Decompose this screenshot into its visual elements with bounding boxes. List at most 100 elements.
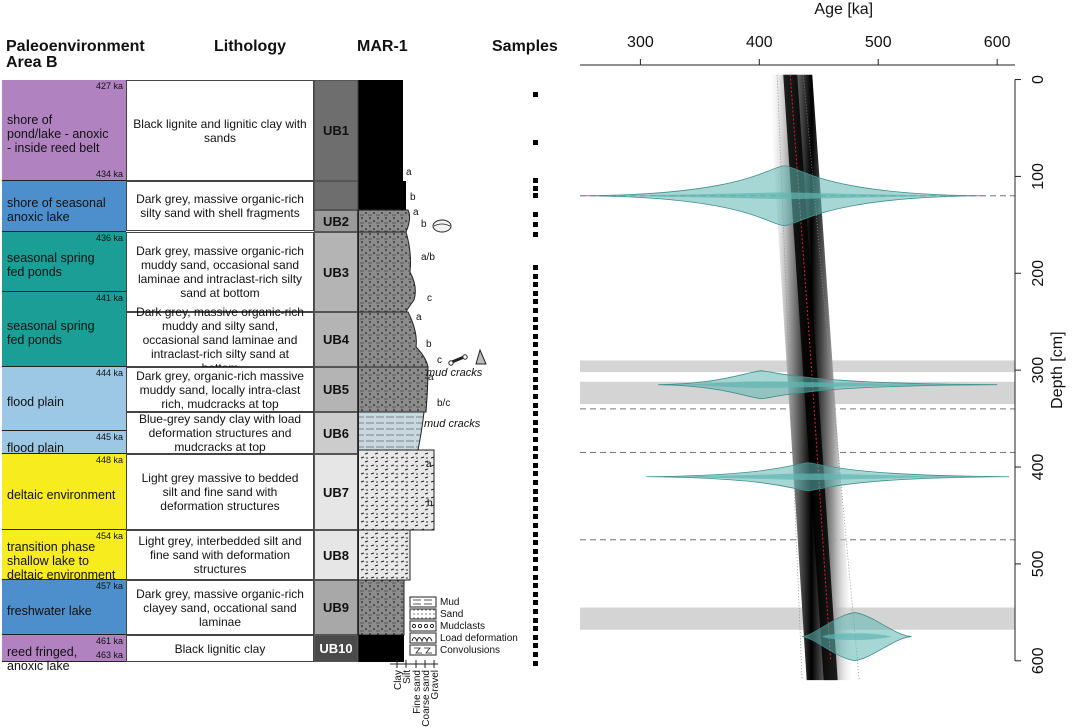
- env-label: seasonal spring fed ponds: [7, 319, 95, 347]
- sample-marker: [533, 282, 538, 287]
- sample-marker: [533, 575, 538, 580]
- env-block: 445 ka flood plain: [2, 431, 126, 455]
- y-tick-label: 100: [1030, 163, 1047, 190]
- samples-header: Samples: [492, 38, 558, 55]
- paleo-header-line2: Area B: [6, 54, 58, 71]
- sample-marker: [533, 377, 538, 382]
- sample-marker: [533, 540, 538, 545]
- env-label-line: pond/lake - anoxic: [7, 126, 109, 141]
- env-label-line: flood plain: [7, 441, 64, 455]
- sample-marker: [533, 463, 538, 468]
- sample-age-pdf-inner: [600, 192, 966, 200]
- sample-marker: [533, 471, 538, 476]
- mud-cracks-label-2: mud cracks: [424, 418, 481, 430]
- sample-marker: [533, 489, 538, 494]
- sample-marker: [533, 549, 538, 554]
- core-annotation-letter: b: [427, 498, 433, 509]
- env-label-line: reed fringed,: [7, 645, 78, 659]
- env-label-line: deltaic environment: [7, 488, 116, 502]
- sample-marker: [533, 557, 538, 562]
- sample-marker: [533, 643, 538, 648]
- sample-marker: [533, 368, 538, 373]
- lithology-description: Light grey, interbedded silt and fine sa…: [126, 530, 314, 580]
- sample-marker: [533, 437, 538, 442]
- core-annotation-letter: a: [428, 372, 434, 383]
- env-top-age: 454 ka: [95, 531, 123, 541]
- unit-label: UB3: [314, 232, 358, 312]
- sample-markers: [533, 92, 538, 666]
- env-label: transition phase shallow lake to deltaic e…: [7, 540, 115, 582]
- y-tick-label: 400: [1030, 454, 1047, 481]
- sample-marker: [533, 186, 538, 191]
- lithology-description: Light grey massive to bedded silt and fi…: [126, 454, 314, 530]
- sample-marker: [533, 592, 538, 597]
- sample-marker: [533, 385, 538, 390]
- sample-marker: [533, 140, 538, 145]
- lithology-description: Black lignitic clay: [126, 635, 314, 662]
- sample-marker: [533, 222, 538, 227]
- env-block: shore of seasonal anoxic lake: [2, 181, 126, 232]
- env-label-line: flood plain: [7, 395, 64, 409]
- env-top-age: 457 ka: [95, 581, 123, 591]
- sample-marker: [533, 532, 538, 537]
- env-label: seasonal spring fed ponds: [7, 251, 95, 279]
- env-label: freshwater lake: [7, 604, 92, 618]
- core-annotation-letter: a: [413, 207, 419, 218]
- sample-marker: [533, 411, 538, 416]
- env-block: 457 ka freshwater lake: [2, 580, 126, 635]
- depth-gray-band: [580, 607, 1015, 630]
- core-annotation-letter: a/b: [421, 252, 435, 263]
- x-tick-label: 400: [746, 34, 773, 51]
- env-label-line: shore of seasonal: [7, 195, 106, 210]
- sample-marker: [533, 428, 538, 433]
- legend-load-deformation: Load deformation: [440, 633, 518, 644]
- sample-age-pdf-inner: [678, 381, 978, 388]
- sample-marker: [533, 193, 538, 198]
- core-annotation-letter: b: [426, 339, 432, 350]
- env-label-line: shore of: [7, 112, 53, 127]
- env-top-age: 441 ka: [95, 293, 123, 303]
- core-ub4: [357, 311, 429, 368]
- env-label-line: transition phase: [7, 540, 96, 554]
- tooth-icon: [475, 348, 487, 365]
- sample-age-pdf-inner: [666, 473, 990, 480]
- env-block: 444 ka flood plain: [2, 367, 126, 431]
- sample-marker: [533, 514, 538, 519]
- sample-marker: [533, 635, 538, 640]
- sample-marker: [533, 178, 538, 183]
- sample-marker: [533, 291, 538, 296]
- env-bottom-age: 434 ka: [95, 169, 123, 179]
- env-label-line: shallow lake to: [7, 554, 89, 568]
- y-tick-label: 500: [1030, 550, 1047, 577]
- sample-marker: [533, 360, 538, 365]
- sample-marker: [533, 506, 538, 511]
- sample-marker: [533, 609, 538, 614]
- sample-marker: [533, 232, 538, 237]
- age-depth-chart: 300 400 500 600 Age [ka] 0 100 200 300 400 500 600 D…: [580, 1, 1066, 681]
- env-top-age: 448 ka: [95, 455, 123, 465]
- core-ub1: [358, 80, 403, 181]
- env-top-age: 436 ka: [95, 233, 123, 243]
- sample-marker: [533, 342, 538, 347]
- sample-marker: [533, 583, 538, 588]
- core-ub2: [357, 209, 411, 233]
- core-annotation-letter: c: [427, 293, 432, 304]
- sample-marker: [533, 480, 538, 485]
- sample-marker: [533, 274, 538, 279]
- env-top-age: 445 ka: [95, 432, 123, 442]
- env-label-line: seasonal spring: [7, 251, 95, 265]
- env-label-line: fed ponds: [7, 265, 62, 279]
- lithology-description: Blue-grey sandy clay with load deformati…: [126, 412, 314, 454]
- env-label: shore of pond/lake - anoxic - inside reed …: [7, 113, 108, 155]
- shell-icon: [432, 219, 452, 233]
- lithology-description: Black lignite and lignitic clay with san…: [126, 80, 314, 181]
- y-tick-label: 600: [1030, 647, 1047, 674]
- core-ub9: [357, 579, 405, 636]
- env-label-line: anoxic lake: [7, 209, 70, 224]
- sample-marker: [533, 626, 538, 631]
- sample-marker: [533, 446, 538, 451]
- legend-convolusions: Convolusions: [440, 645, 501, 656]
- core-ub5: [357, 366, 429, 413]
- model-bound-line: [776, 74, 803, 681]
